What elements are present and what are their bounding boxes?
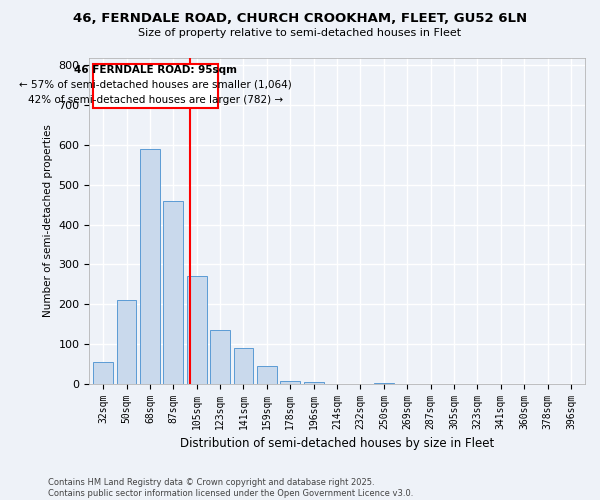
- Bar: [280, 381, 300, 384]
- Bar: [210, 330, 230, 384]
- X-axis label: Distribution of semi-detached houses by size in Fleet: Distribution of semi-detached houses by …: [180, 437, 494, 450]
- Bar: [233, 348, 253, 384]
- Text: Contains HM Land Registry data © Crown copyright and database right 2025.
Contai: Contains HM Land Registry data © Crown c…: [48, 478, 413, 498]
- Bar: [163, 200, 183, 384]
- FancyBboxPatch shape: [93, 64, 218, 108]
- Bar: [257, 366, 277, 384]
- Bar: [304, 382, 323, 384]
- Bar: [374, 382, 394, 384]
- Text: Size of property relative to semi-detached houses in Fleet: Size of property relative to semi-detach…: [139, 28, 461, 38]
- Text: 42% of semi-detached houses are larger (782) →: 42% of semi-detached houses are larger (…: [28, 94, 283, 104]
- Bar: [116, 300, 136, 384]
- Bar: [140, 149, 160, 384]
- Text: 46 FERNDALE ROAD: 95sqm: 46 FERNDALE ROAD: 95sqm: [74, 65, 237, 75]
- Bar: [187, 276, 206, 384]
- Text: 46, FERNDALE ROAD, CHURCH CROOKHAM, FLEET, GU52 6LN: 46, FERNDALE ROAD, CHURCH CROOKHAM, FLEE…: [73, 12, 527, 26]
- Y-axis label: Number of semi-detached properties: Number of semi-detached properties: [43, 124, 53, 317]
- Bar: [93, 362, 113, 384]
- Text: ← 57% of semi-detached houses are smaller (1,064): ← 57% of semi-detached houses are smalle…: [19, 80, 292, 90]
